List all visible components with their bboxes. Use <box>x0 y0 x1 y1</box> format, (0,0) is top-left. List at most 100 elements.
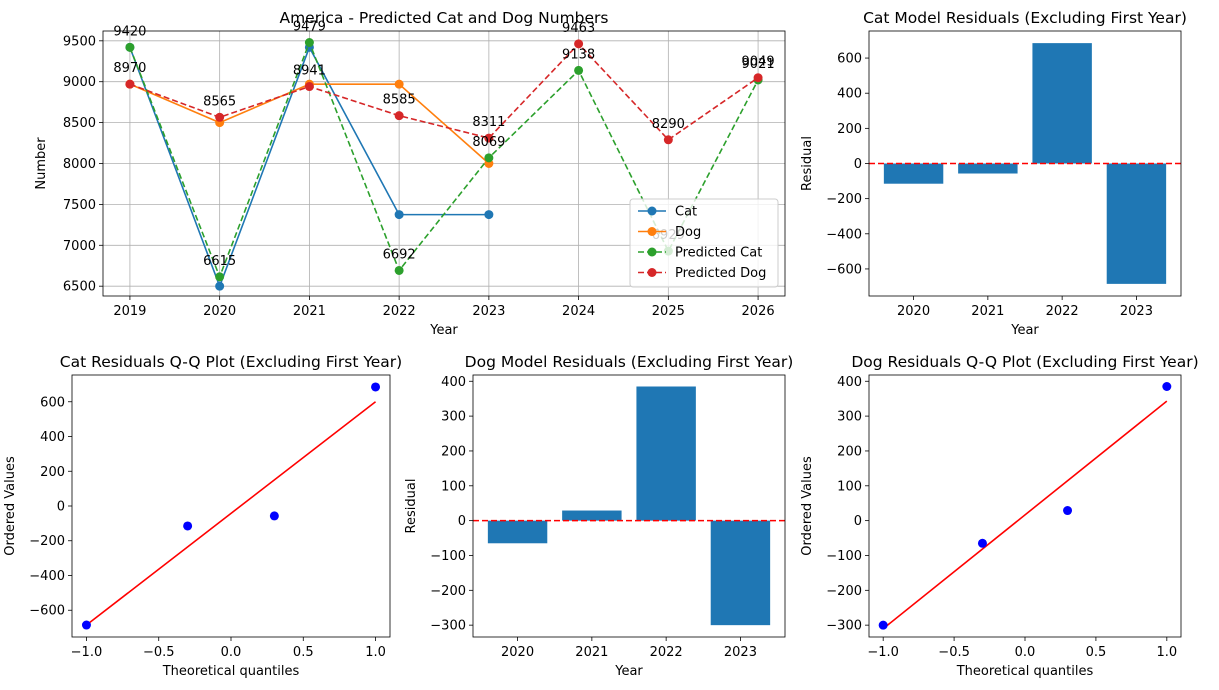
x-tick-label: 2021 <box>293 304 326 319</box>
y-tick-label: 300 <box>837 410 862 425</box>
y-tick-label: 400 <box>40 430 65 445</box>
x-tick-label: −1.0 <box>71 645 103 660</box>
residual-bar <box>958 163 1018 174</box>
x-axis-label: Theoretical quantiles <box>162 664 300 679</box>
x-tick-label: 1.0 <box>1156 645 1177 660</box>
legend-entry: Predicted Cat <box>675 246 762 261</box>
legend-swatch-marker <box>647 227 657 236</box>
series-marker <box>215 112 225 122</box>
data-label: 6615 <box>203 254 236 269</box>
x-tick-label: 2026 <box>742 304 775 319</box>
series-marker <box>304 38 314 48</box>
data-label: 8311 <box>472 115 505 130</box>
y-tick-label: 9000 <box>63 75 96 90</box>
axes-frame <box>868 374 1182 638</box>
chart-title: America - Predicted Cat and Dog Numbers <box>279 9 608 27</box>
data-label: 9049 <box>742 55 775 70</box>
x-tick-label: −0.5 <box>938 645 970 660</box>
y-tick-label: 200 <box>441 444 466 459</box>
residual-bar <box>1032 43 1092 164</box>
x-axis-label: Theoretical quantiles <box>956 664 1094 679</box>
series-marker <box>394 79 404 89</box>
qq-point <box>183 521 193 531</box>
panel-dog-residuals: −300 −200 −100 0 100 200 300 400 2020 2021 2022 202… <box>404 353 793 679</box>
series-marker <box>753 73 763 83</box>
qq-point <box>878 620 888 630</box>
y-tick-label: 0 <box>458 514 466 529</box>
x-tick-label: −0.5 <box>143 645 175 660</box>
series-marker <box>394 111 404 121</box>
y-tick-label: 8500 <box>63 116 96 131</box>
series-marker <box>484 153 494 163</box>
series-marker <box>484 210 494 220</box>
legend-swatch-marker <box>647 206 657 216</box>
data-label: 9420 <box>113 24 146 39</box>
residual-bar <box>710 520 771 626</box>
data-label: 9463 <box>562 21 595 36</box>
y-tick-label: −300 <box>826 619 862 634</box>
series-marker <box>394 210 404 220</box>
y-tick-label: 8000 <box>63 157 96 172</box>
qq-point <box>371 382 381 392</box>
series-marker <box>484 133 494 143</box>
y-tick-label: −600 <box>826 262 862 277</box>
y-tick-label: −300 <box>430 619 466 634</box>
panel-cat-qq-plot: −600 −400 −200 0 200 400 600 −1.0 −0.5 0.0 0.5 1.0 C… <box>3 353 402 679</box>
legend-swatch-marker <box>647 247 657 257</box>
y-tick-label: −400 <box>29 569 65 584</box>
data-label: 6692 <box>383 247 416 262</box>
y-tick-label: −200 <box>29 534 65 549</box>
y-axis-label: Ordered Values <box>800 456 815 556</box>
y-tick-label: 600 <box>837 52 862 67</box>
y-tick-label: 100 <box>837 479 862 494</box>
y-axis-label: Number <box>34 137 49 190</box>
x-tick-label: 2022 <box>650 645 683 660</box>
data-label: 9138 <box>562 47 595 62</box>
qq-point <box>977 538 987 548</box>
residual-bar <box>562 510 622 521</box>
x-tick-label: 2019 <box>113 304 146 319</box>
y-axis-label: Residual <box>800 136 815 191</box>
data-label: 9021 <box>742 57 775 72</box>
y-tick-label: −200 <box>826 192 862 207</box>
qq-point <box>1063 506 1073 516</box>
chart-title: Dog Residuals Q-Q Plot (Excluding First … <box>851 353 1198 371</box>
x-tick-label: 2020 <box>501 645 534 660</box>
y-axis-label: Ordered Values <box>3 456 18 556</box>
legend-entry: Cat <box>675 205 697 220</box>
legend-entry: Dog <box>675 225 701 240</box>
y-tick-label: 0 <box>854 514 862 529</box>
x-tick-label: 2021 <box>575 645 608 660</box>
x-tick-label: 0.5 <box>1086 645 1107 660</box>
x-tick-label: 2022 <box>383 304 416 319</box>
data-label: 8069 <box>472 135 505 150</box>
series-marker <box>215 281 225 291</box>
x-tick-label: 2021 <box>971 304 1004 319</box>
panel-predicted-numbers: 6500 7000 7500 8000 8500 9000 9500 2019 2020 2021… <box>34 9 786 338</box>
chart-title: Cat Residuals Q-Q Plot (Excluding First … <box>60 353 402 371</box>
x-tick-label: 1.0 <box>365 645 386 660</box>
y-tick-label: 7500 <box>63 198 96 213</box>
y-tick-label: −400 <box>826 227 862 242</box>
series-marker <box>574 39 584 49</box>
y-tick-label: 600 <box>40 395 65 410</box>
legend-swatch-marker <box>647 268 657 277</box>
data-label: 8565 <box>203 94 236 109</box>
x-axis-label: Year <box>429 323 458 338</box>
residual-bar <box>636 386 696 521</box>
qq-point <box>269 511 279 521</box>
data-label: 8970 <box>113 61 146 76</box>
panel-cat-residuals: −600 −400 −200 0 200 400 600 2020 2021 2022 2023 Ca… <box>800 9 1187 338</box>
data-label: 8290 <box>652 117 685 132</box>
x-axis-label: Year <box>614 664 643 679</box>
series-marker <box>215 272 225 282</box>
series-line-predicted-dog <box>129 42 759 141</box>
x-tick-label: 0.0 <box>1015 645 1036 660</box>
residual-bar <box>1106 163 1167 284</box>
x-tick-label: −1.0 <box>867 645 899 660</box>
y-tick-label: 6500 <box>63 280 96 295</box>
y-tick-label: 0 <box>57 500 65 515</box>
y-tick-label: −600 <box>29 604 65 619</box>
y-tick-label: −200 <box>826 584 862 599</box>
x-tick-label: 0.5 <box>293 645 314 660</box>
